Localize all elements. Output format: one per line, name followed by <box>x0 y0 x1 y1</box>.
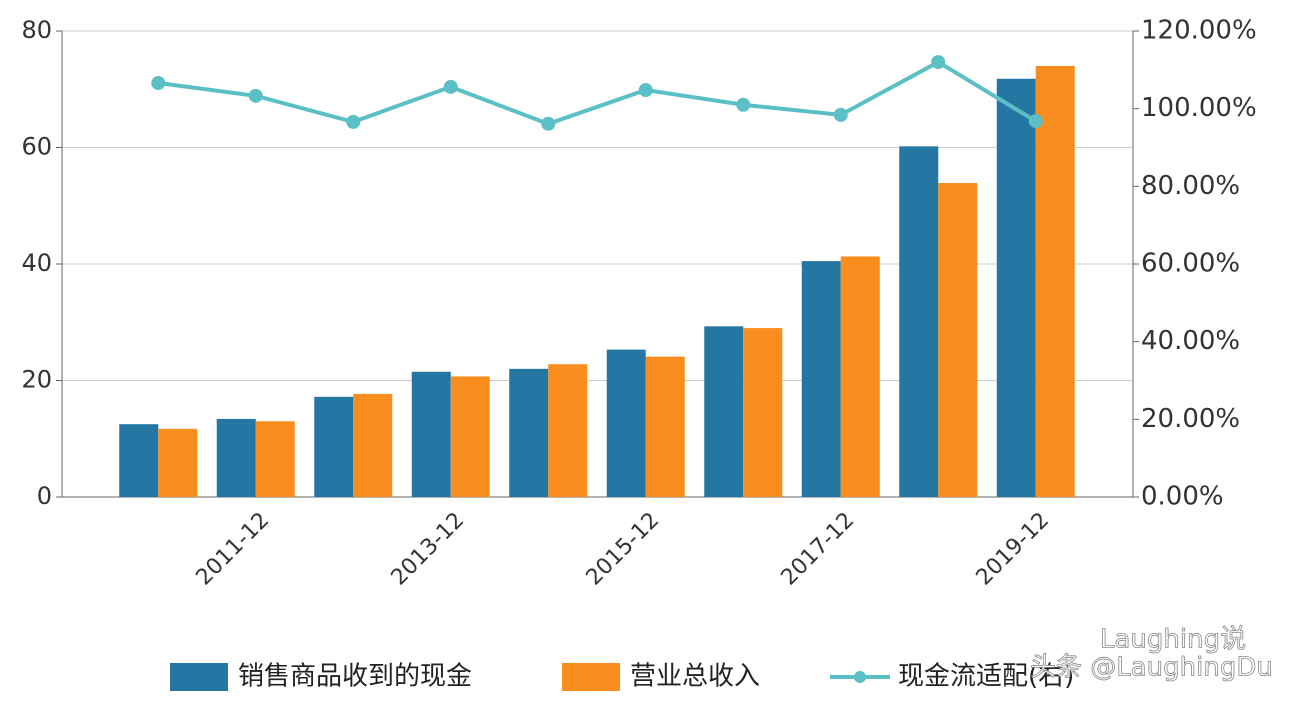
y2-tick-label: 20.00% <box>1141 404 1240 434</box>
y2-tick-label: 120.00% <box>1141 16 1257 46</box>
bar <box>996 78 1036 497</box>
line-point <box>1028 114 1043 129</box>
x-tick-label: 2019-12 <box>972 508 1055 591</box>
legend-label: 营业总收入 <box>630 662 760 692</box>
bar <box>314 396 354 497</box>
line-point <box>736 97 751 112</box>
legend-label: 销售商品收到的现金 <box>238 662 472 692</box>
bar <box>353 393 393 497</box>
y2-tick-label: 80.00% <box>1141 171 1240 201</box>
x-tick-label: 2017-12 <box>777 508 860 591</box>
bar <box>216 418 256 497</box>
line-point <box>151 76 166 91</box>
line-point <box>443 79 458 94</box>
line <box>157 59 1037 126</box>
bar <box>450 376 490 497</box>
bar <box>548 364 588 497</box>
legend-swatch <box>854 671 866 683</box>
watermark: Laughing说 <box>1100 625 1246 655</box>
bar <box>899 146 939 497</box>
line-point <box>541 116 556 131</box>
line-point <box>833 107 848 122</box>
y-tick-label: 60 <box>21 133 52 161</box>
y-tick-label: 0 <box>37 482 52 510</box>
y-tick-label: 80 <box>21 16 52 44</box>
line-point <box>346 114 361 129</box>
bar <box>743 328 783 497</box>
line-point <box>248 88 263 103</box>
y2-tick-label: 60.00% <box>1141 249 1240 279</box>
y2-tick-label: 100.00% <box>1141 93 1257 123</box>
bar <box>938 183 978 497</box>
y2-tick-label: 40.00% <box>1141 326 1240 356</box>
x-tick-label: 2015-12 <box>582 508 665 591</box>
bar <box>606 349 646 497</box>
line-point <box>638 83 653 98</box>
bar <box>255 421 295 497</box>
legend-swatch <box>562 663 620 691</box>
bar <box>801 261 841 497</box>
y-tick-label: 20 <box>21 366 52 394</box>
bar <box>645 356 685 497</box>
bar <box>704 326 744 497</box>
y-tick-label: 40 <box>21 249 52 277</box>
line-point <box>931 55 946 70</box>
bar <box>509 368 549 497</box>
bar <box>158 428 198 497</box>
x-tick-label: 2013-12 <box>387 508 470 591</box>
legend-swatch <box>170 663 228 691</box>
legend-label: 现金流适配(右) <box>898 662 1074 692</box>
bar <box>411 371 451 497</box>
x-tick-label: 2011-12 <box>192 508 275 591</box>
bar <box>840 256 880 497</box>
y2-tick-label: 0.00% <box>1141 482 1224 512</box>
bar <box>1035 65 1075 497</box>
watermark: 头条 @LaughingDu <box>1030 653 1273 683</box>
bar <box>119 424 159 497</box>
